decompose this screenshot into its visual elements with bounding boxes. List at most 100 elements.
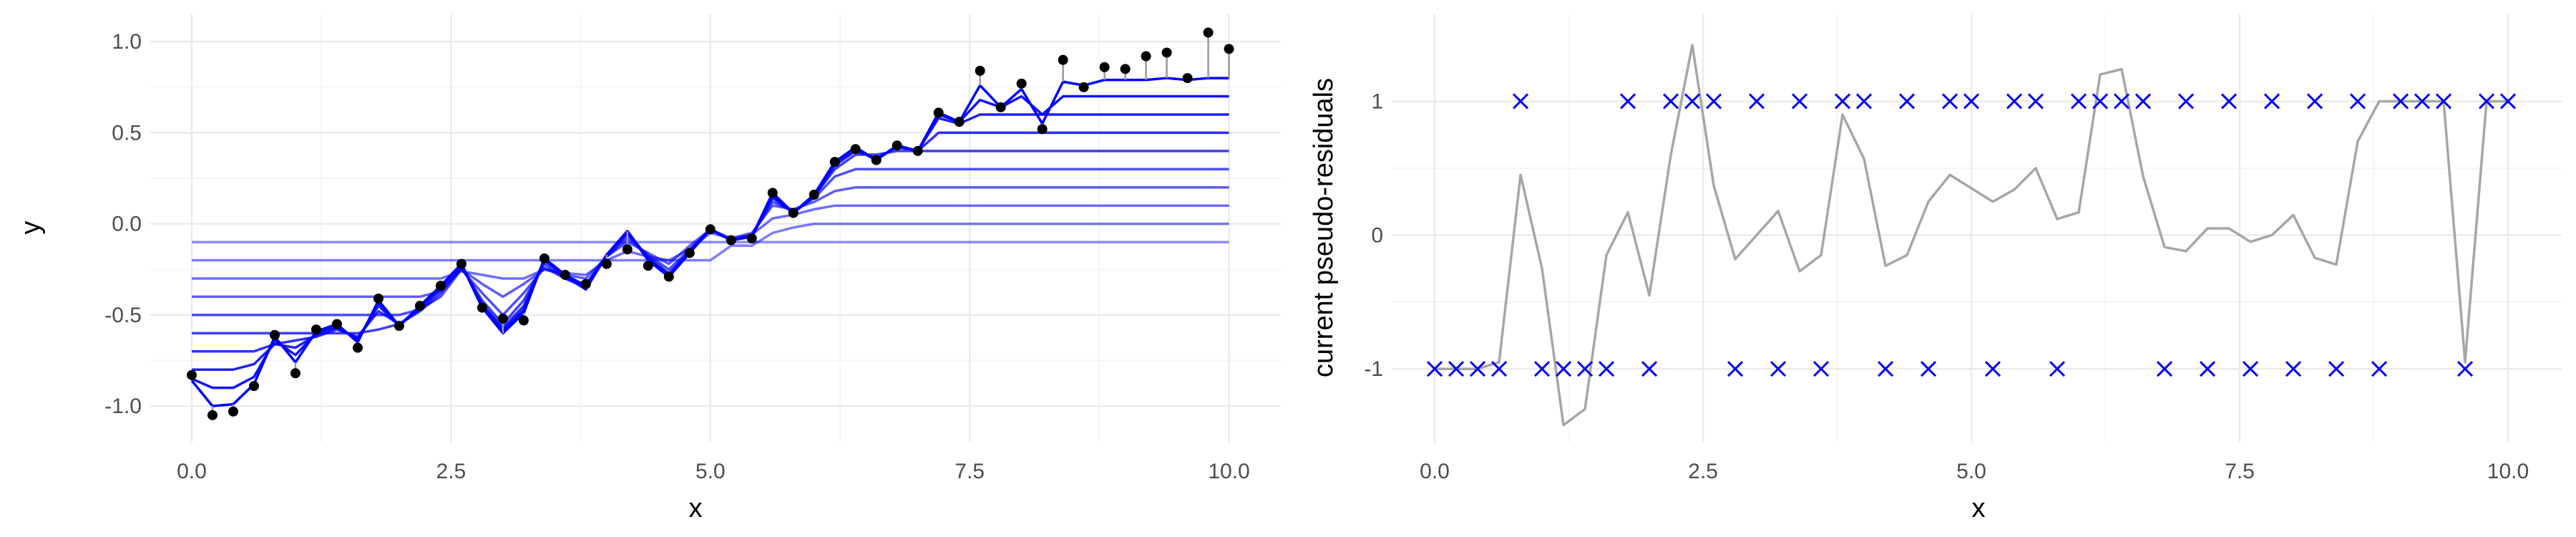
cross-marker [2135,93,2152,110]
right-x-tick-label: 10.0 [2487,460,2529,483]
left-data-point [601,258,612,269]
cross-marker [2371,361,2388,377]
left-data-point [518,315,529,326]
left-y-tick-label: 0.0 [112,213,142,236]
left-data-point [892,140,902,151]
cross-marker [2392,93,2409,110]
right-cross-markers [1426,93,2517,377]
left-data-point [373,293,384,304]
left-data-point [809,189,819,200]
left-data-point [248,381,259,392]
left-data-point [1099,62,1110,72]
cross-marker [2049,361,2066,377]
left-data-point [767,188,778,198]
left-data-point [995,102,1006,112]
right-x-tick-label: 0.0 [1420,460,1450,483]
left-data-point [746,233,757,243]
left-data-point [560,269,570,280]
left-data-point [1120,64,1131,74]
right-x-tick-label: 5.0 [1956,460,1986,483]
left-x-axis-title: x [689,493,703,523]
cross-marker [2092,93,2109,110]
right-y-tick-label: 0 [1371,223,1383,247]
left-data-point [1224,44,1234,54]
cross-marker [1533,361,1551,377]
left-data-point [1037,124,1048,135]
left-data-point [726,235,736,246]
cross-marker [1727,361,1744,377]
cross-marker [1512,93,1529,110]
cross-marker [1469,361,1486,377]
cross-marker [1984,361,2001,377]
left-x-tick-label: 0.0 [177,460,207,483]
left-data-point [186,369,197,380]
cross-marker [1641,361,1658,377]
left-data-point [975,65,985,76]
cross-marker [2070,93,2087,110]
cross-marker [1705,93,1722,110]
cross-marker [1791,93,1808,110]
left-y-tick-label: -0.5 [104,304,142,327]
cross-marker [2006,93,2023,110]
left-data-point [1182,73,1193,84]
cross-marker [1855,93,1873,110]
left-data-point [1078,82,1089,92]
cross-marker [2220,93,2238,110]
left-data-point [331,319,342,329]
left-data-point [477,302,487,313]
left-data-point [580,279,591,289]
right-x-tick-label: 2.5 [1688,460,1718,483]
cross-marker [1662,93,1679,110]
cross-marker [2414,93,2431,110]
cross-marker [2177,93,2195,110]
cross-marker [1598,361,1615,377]
left-y-tick-label: 1.0 [112,30,142,54]
cross-marker [2199,361,2216,377]
cross-marker [2156,361,2173,377]
cross-marker [1426,361,1443,377]
left-data-point [912,145,923,156]
right-x-tick-label: 7.5 [2225,460,2255,483]
cross-marker [2435,93,2452,110]
left-y-tick-label: 0.5 [112,121,142,145]
cross-marker [2349,93,2366,110]
left-data-point [1161,47,1172,58]
left-data-point [290,368,301,379]
right-y-tick-label: 1 [1371,90,1383,113]
cross-marker [2263,93,2280,110]
left-data-point [311,324,321,335]
cross-marker [1619,93,1636,110]
left-stump-line [191,222,1229,262]
left-data-point [456,258,467,269]
cross-marker [1963,93,1980,110]
right-x-axis-title: x [1972,493,1986,523]
left-data-point [394,321,404,332]
left-data-point [643,261,653,271]
right-y-axis-title: current pseudo-residuals [1309,78,1339,377]
left-y-tick-label: -1.0 [104,395,142,418]
cross-marker [2285,361,2302,377]
left-data-point [829,157,840,168]
left-x-tick-label: 2.5 [436,460,467,483]
cross-marker [1920,361,1937,377]
left-data-point [663,271,674,282]
left-data-point [1203,27,1214,38]
cross-marker [2457,361,2474,377]
right-residual-line [1435,44,2508,427]
left-y-tick-labels: -1.0 -0.5 0.0 0.5 1.0 [104,30,142,418]
left-y-axis-title: y [16,221,46,235]
cross-marker [2027,93,2044,110]
left-data-point [850,144,861,155]
right-y-tick-labels: -1 0 1 [1364,90,1383,381]
right-grid [1392,14,2562,442]
left-data-point [933,107,944,118]
left-data-point [539,253,550,263]
left-data-point [497,313,508,324]
cross-marker [1834,93,1851,110]
left-data-point [228,406,238,417]
cross-marker [1448,361,1465,377]
right-y-tick-label: -1 [1364,357,1383,381]
left-panel: 0.0 2.5 5.0 7.5 10.0 -1.0 -0.5 0.0 0.5 1… [16,14,1281,523]
left-data-point [414,301,425,311]
left-data-point [1141,51,1151,62]
